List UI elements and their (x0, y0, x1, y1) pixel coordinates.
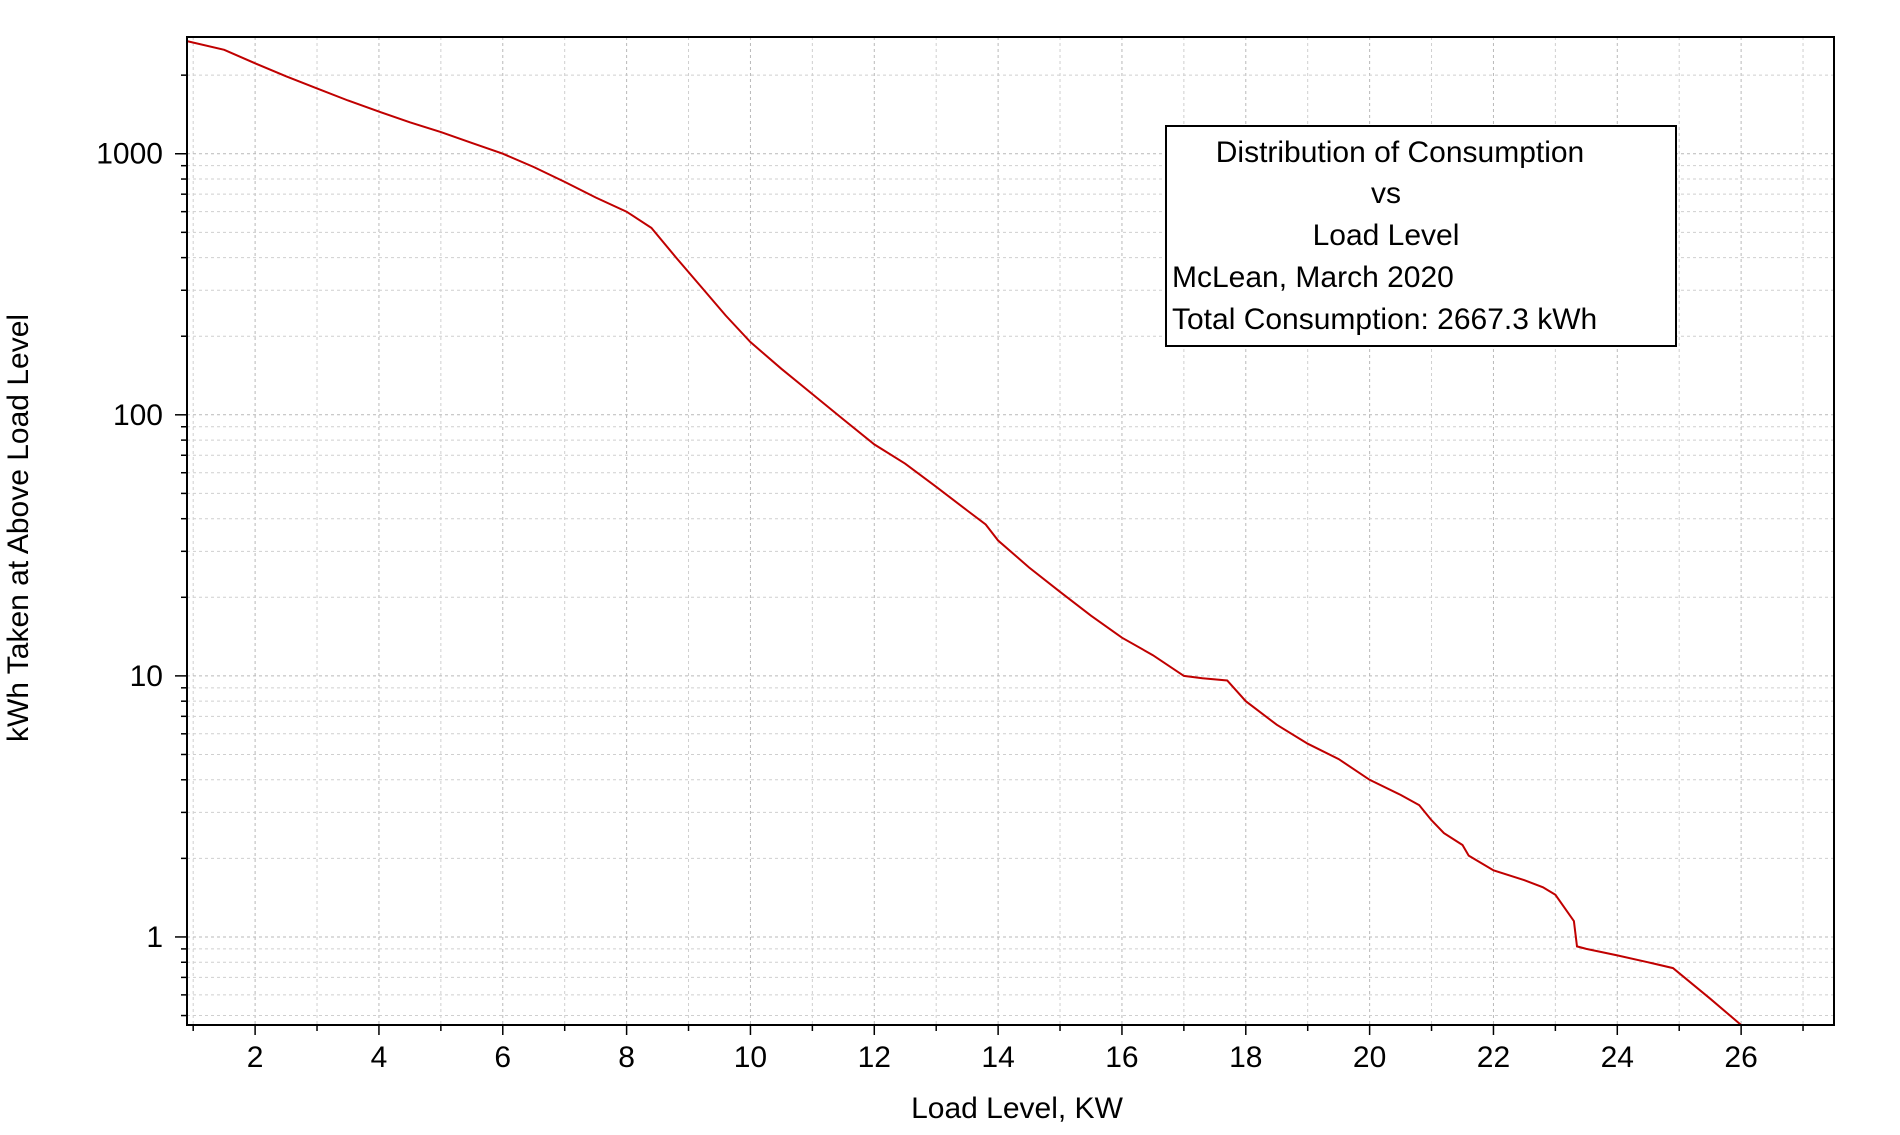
annotation-line-4: McLean, March 2020 (1172, 261, 1454, 294)
x-tick-labels: 2 4 6 8 10 12 14 16 18 20 22 24 26 (247, 1041, 1758, 1074)
x-axis-label: Load Level, KW (911, 1092, 1123, 1125)
x-tick-label: 24 (1601, 1041, 1634, 1074)
x-tick-label: 14 (981, 1041, 1014, 1074)
annotation-frame (1165, 125, 1677, 347)
x-tick-label: 20 (1353, 1041, 1386, 1074)
x-tick-label: 22 (1477, 1041, 1510, 1074)
y-tick-label: 1 (146, 921, 163, 954)
series-line (186, 40, 1742, 1026)
x-tick-label: 6 (494, 1041, 511, 1074)
annotation-line-1: Distribution of Consumption (1216, 136, 1585, 169)
annotation-line-5: Total Consumption: 2667.3 kWh (1172, 303, 1597, 336)
annotation-line-3: Load Level (1313, 219, 1460, 252)
y-tick-label: 10 (130, 660, 163, 693)
y-tick-label: 100 (113, 399, 163, 432)
x-tick-label: 4 (371, 1041, 388, 1074)
x-tick-label: 2 (247, 1041, 264, 1074)
plot-frame (186, 36, 1835, 1026)
x-tick-label: 18 (1229, 1041, 1262, 1074)
x-tick-label: 10 (734, 1041, 767, 1074)
annotation-line-2: vs (1371, 177, 1401, 210)
x-tick-label: 16 (1105, 1041, 1138, 1074)
y-axis-label: kWh Taken at Above Load Level (2, 314, 35, 742)
annotation-box: Distribution of Consumption vs Load Leve… (1165, 125, 1677, 347)
y-tick-label: 1000 (96, 138, 163, 171)
x-tick-label: 26 (1724, 1041, 1757, 1074)
x-tick-label: 8 (618, 1041, 635, 1074)
x-tick-label: 12 (858, 1041, 891, 1074)
grid (187, 37, 1834, 1025)
y-tick-labels: 1 10 100 1000 (96, 138, 163, 954)
